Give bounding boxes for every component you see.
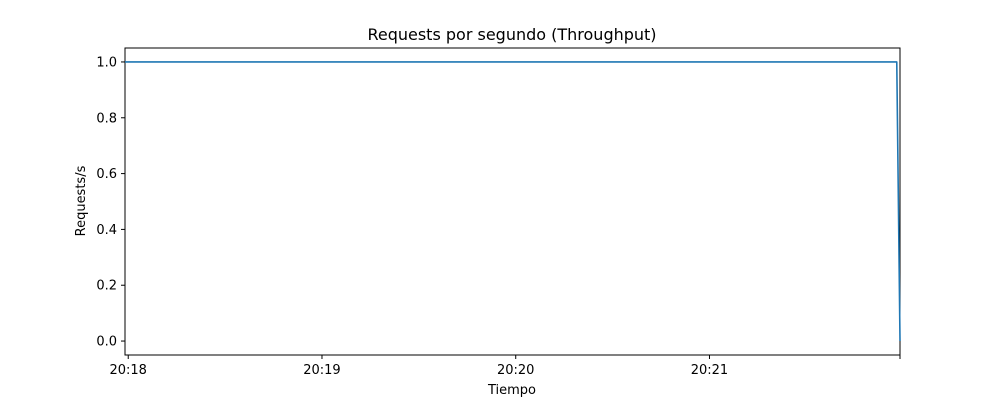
chart-title: Requests por segundo (Throughput)	[367, 25, 656, 44]
plot-area	[124, 47, 901, 356]
x-axis: 20:18 20:19 20:20 20:21	[109, 355, 901, 378]
x-tick-label: 20:21	[691, 363, 728, 378]
y-tick-label: 1.0	[96, 55, 117, 70]
x-tick-label: 20:18	[109, 363, 146, 378]
series-line	[125, 61, 901, 342]
x-tick-label: 20:20	[497, 363, 534, 378]
y-axis: 0.0 0.2 0.4 0.6 0.8 1.0	[96, 55, 125, 350]
x-tick-label: 20:19	[303, 363, 340, 378]
y-tick-label: 0.6	[96, 167, 117, 182]
y-axis-label: Requests/s	[74, 165, 89, 236]
series-layer	[125, 61, 901, 342]
y-tick-label: 0.2	[96, 279, 117, 294]
x-axis-label: Tiempo	[487, 383, 536, 398]
y-tick-label: 0.0	[96, 335, 117, 350]
y-tick-label: 0.8	[96, 111, 117, 126]
plot-frame	[124, 47, 901, 356]
y-tick-label: 0.4	[96, 223, 117, 238]
